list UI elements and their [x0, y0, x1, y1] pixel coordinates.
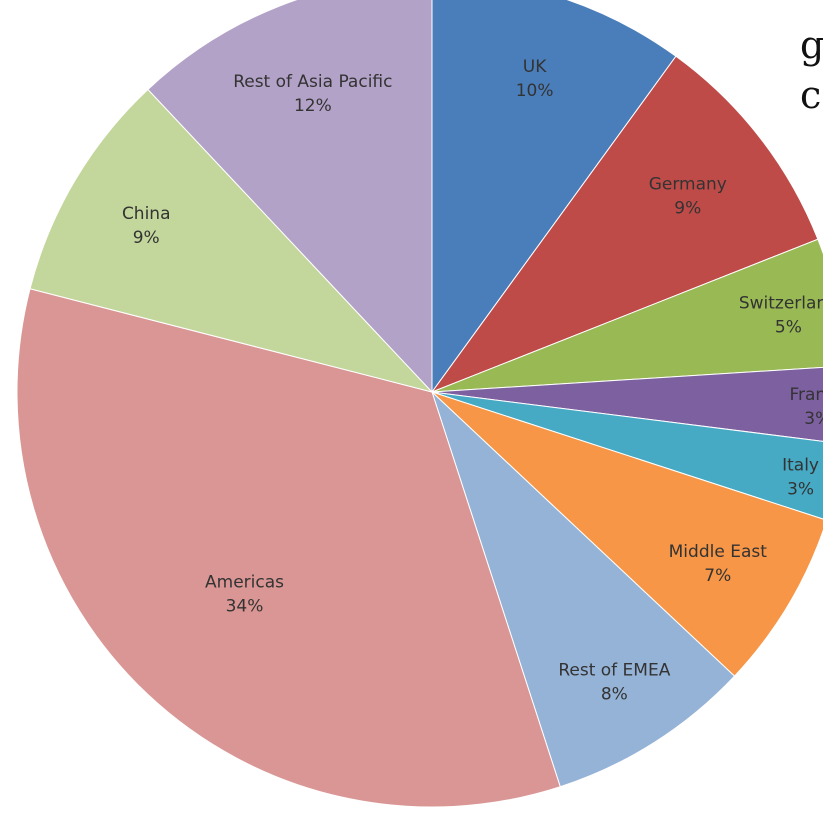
- slice-label-china: China: [122, 204, 171, 224]
- slice-value-switzerland: 5%: [775, 317, 802, 337]
- slice-label-switzerland: Switzerland: [739, 293, 823, 313]
- corner-text-line1: g: [800, 23, 823, 67]
- pie-labels: UK 10% Germany 9% Switzerland 5% France 3% Italy…: [122, 57, 823, 704]
- slice-rest-of-emea: [431, 391, 736, 788]
- slice-label-germany: Germany: [649, 175, 727, 195]
- slice-rest-of-asia-pacific: [147, 0, 433, 394]
- slice-value-italy: 3%: [787, 479, 814, 499]
- slice-value-france: 3%: [804, 409, 823, 429]
- pie-slices: [16, 0, 823, 808]
- corner-text-line2: c: [800, 73, 821, 117]
- slice-label-middle-east: Middle East: [669, 542, 768, 562]
- slice-middle-east: [431, 391, 823, 677]
- slice-france: [431, 366, 823, 442]
- slice-label-rest-of-asia-pacific: Rest of Asia Pacific: [233, 72, 392, 92]
- slice-italy: [431, 391, 823, 520]
- slice-germany: [430, 55, 819, 394]
- slice-value-americas: 34%: [226, 597, 264, 617]
- slice-americas: [16, 288, 561, 808]
- slice-label-americas: Americas: [205, 573, 284, 593]
- slice-label-france: France: [789, 385, 823, 405]
- slice-switzerland: [431, 238, 823, 393]
- slice-value-middle-east: 7%: [704, 566, 731, 586]
- slice-label-rest-of-emea: Rest of EMEA: [558, 660, 670, 680]
- slice-label-italy: Italy: [782, 455, 819, 475]
- slice-label-uk: UK: [523, 57, 547, 77]
- slice-uk: [431, 0, 677, 394]
- slice-value-germany: 9%: [674, 199, 701, 219]
- slice-value-rest-of-emea: 8%: [601, 684, 628, 704]
- slice-value-china: 9%: [133, 228, 160, 248]
- slice-china: [29, 88, 434, 393]
- slice-value-uk: 10%: [516, 81, 554, 101]
- slice-value-rest-of-asia-pacific: 12%: [294, 96, 332, 116]
